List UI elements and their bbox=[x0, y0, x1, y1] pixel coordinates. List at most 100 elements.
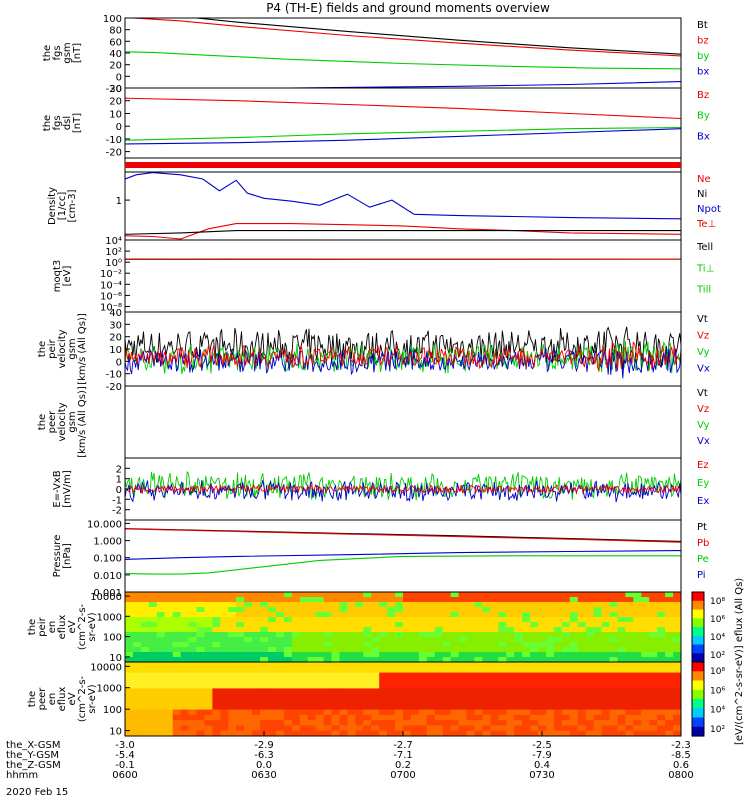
y-tick-label: 30 bbox=[109, 84, 122, 95]
y-axis-label-line: eV bbox=[67, 692, 78, 705]
panel-peer_vel: the peer velocity gsm [km/s (All Qs)] Vt Vz Vy V… bbox=[37, 385, 710, 459]
x-tick-label: 0.4 bbox=[534, 760, 550, 771]
legend-entry: Ez bbox=[697, 460, 709, 471]
legend-entry: Vx bbox=[697, 436, 710, 447]
legend-entry: Vz bbox=[697, 331, 709, 342]
y-tick-label: 10⁴ bbox=[105, 236, 122, 247]
y-tick-label: 10000 bbox=[90, 662, 122, 673]
y-tick-label: 0.010 bbox=[93, 571, 122, 582]
y-tick-label: 10 bbox=[109, 345, 122, 356]
panel-peir_spec: 10⁸ 10⁶ 10⁴ 10² 10000 1000 100 10 the peir en eflux… bbox=[27, 591, 725, 664]
x-tick-label: 0630 bbox=[251, 770, 276, 781]
spectrogram-peir_spec bbox=[125, 592, 681, 662]
legend-entry: Bt bbox=[697, 20, 708, 31]
x-tick-label: -2.7 bbox=[393, 740, 413, 751]
legend-entry: Vt bbox=[697, 388, 708, 399]
y-tick-label: 60 bbox=[109, 37, 122, 48]
y-axis-label-line: en bbox=[47, 621, 58, 634]
y-tick-label: 100 bbox=[103, 14, 122, 25]
y-tick-label: 1000 bbox=[97, 684, 122, 695]
y-tick-label: 10.000 bbox=[87, 519, 122, 530]
series-Bx bbox=[125, 128, 681, 145]
y-axis-label-line: eflux bbox=[57, 687, 68, 712]
y-axis-label-line: velocity bbox=[57, 402, 68, 441]
y-tick-label: 0 bbox=[116, 122, 122, 133]
date-label: 2020 Feb 15 bbox=[6, 787, 68, 798]
legend-entry: Npot bbox=[697, 204, 721, 215]
x-axis-labels: the_X-GSMthe_Y-GSMthe_Z-GSMhhmm-3.0-5.4-… bbox=[6, 731, 694, 781]
x-tick-label: 0800 bbox=[668, 770, 693, 781]
colorbar-tick: 10² bbox=[710, 651, 725, 661]
x-tick-label: 0.6 bbox=[673, 760, 689, 771]
panel-frame bbox=[124, 87, 682, 159]
legend-entry: Pt bbox=[697, 522, 707, 533]
strip-bar bbox=[125, 162, 681, 168]
legend-entry: Te⊥ bbox=[696, 219, 716, 230]
y-tick-label: -20 bbox=[106, 382, 122, 393]
x-tick-label: -5.4 bbox=[115, 750, 135, 761]
colorbar-tick: 10⁴ bbox=[710, 633, 725, 643]
y-tick-label: 10⁻⁴ bbox=[100, 280, 122, 291]
x-axis-row-label: the_X-GSM bbox=[6, 740, 60, 751]
y-axis-label-line: (cm^2-s- bbox=[77, 675, 88, 722]
x-tick-label: -2.3 bbox=[671, 740, 691, 751]
legend-entry: Pi bbox=[697, 570, 706, 581]
colorbar-peir_spec: 10⁸ 10⁶ 10⁴ 10² bbox=[691, 591, 725, 663]
y-axis-label: E=-VxB [mV/m] bbox=[52, 470, 73, 508]
y-axis-label-line: sr-eV) bbox=[87, 612, 98, 641]
y-tick-label: 10⁻⁶ bbox=[100, 291, 122, 302]
legend-entry: bz bbox=[697, 36, 709, 47]
x-tick-label: -2.9 bbox=[254, 740, 274, 751]
y-tick-label: 100 bbox=[103, 705, 122, 716]
spectrogram-peer_spec bbox=[125, 662, 681, 736]
panel-fgs_dsl: 30 20 100 -10 -20 the fgs dsl [nT] Bz By Bx bbox=[42, 84, 710, 159]
y-axis-label-line: en bbox=[47, 693, 58, 706]
y-axis-label: the fgs dsl [nT] bbox=[42, 113, 83, 133]
legend-entry: Till bbox=[696, 285, 711, 296]
x-axis-row-label: the_Z-GSM bbox=[6, 760, 61, 771]
y-tick-label: 10000 bbox=[90, 592, 122, 603]
y-axis-label-line: [nT] bbox=[72, 43, 83, 63]
colorbar-tick: 10² bbox=[710, 725, 725, 735]
y-axis-label-line: fgs bbox=[52, 45, 63, 60]
y-axis-label: the peer en eflux eV (cm^2-s-sr-eV) bbox=[27, 675, 98, 722]
y-tick-label: 0.001 bbox=[93, 588, 122, 599]
legend-entry: by bbox=[697, 51, 709, 62]
y-tick-label: 0 bbox=[116, 485, 122, 496]
legend-entry: Vy bbox=[697, 347, 710, 358]
series-bz bbox=[125, 18, 681, 57]
x-tick-label: 0.0 bbox=[256, 760, 272, 771]
legend-entry: Ti⊥ bbox=[696, 263, 714, 274]
legend-entry: Vy bbox=[697, 420, 710, 431]
colorbar-tick: 10⁶ bbox=[710, 686, 725, 696]
legend-entry: By bbox=[697, 111, 710, 122]
series-Npot bbox=[125, 172, 681, 220]
y-axis-label-line: peer bbox=[47, 410, 58, 434]
y-axis-label-line: [1/cc] bbox=[57, 192, 68, 221]
y-tick-label: -2 bbox=[112, 506, 122, 517]
y-axis-label: the peir velocity gsm [km/s (All Qs)] bbox=[37, 313, 88, 385]
y-axis-label-line: Density bbox=[47, 187, 58, 225]
y-axis-label-line: [nT] bbox=[72, 113, 83, 133]
x-axis-row-label: hhmm bbox=[6, 770, 38, 781]
y-axis-label-line: E=-VxB bbox=[52, 470, 63, 507]
series-Ni bbox=[125, 230, 681, 235]
y-axis-label-line: the bbox=[37, 414, 48, 430]
x-tick-label: -3.0 bbox=[115, 740, 135, 751]
legend-entry: bx bbox=[697, 67, 709, 78]
y-axis-label-line: fgs bbox=[52, 115, 63, 130]
y-axis-label-line: velocity bbox=[57, 329, 68, 368]
colorbar-label: [eV/(cm^2-s-sr-eV)] eflux (All Qs) bbox=[734, 578, 745, 745]
y-tick-label: 1 bbox=[116, 475, 122, 486]
y-axis-label: the peir en eflux eV (cm^2-s-sr-eV) bbox=[27, 603, 98, 650]
x-tick-label: -8.5 bbox=[671, 750, 691, 761]
series-Vz bbox=[125, 341, 681, 372]
y-tick-label: -20 bbox=[106, 84, 122, 95]
y-axis-label-line: gsm bbox=[67, 411, 78, 432]
y-axis-label-line: gsm bbox=[62, 42, 73, 63]
y-axis-label: the peer velocity gsm [km/s (All Qs)] bbox=[37, 386, 88, 458]
legend-entry: Bx bbox=[697, 131, 710, 142]
